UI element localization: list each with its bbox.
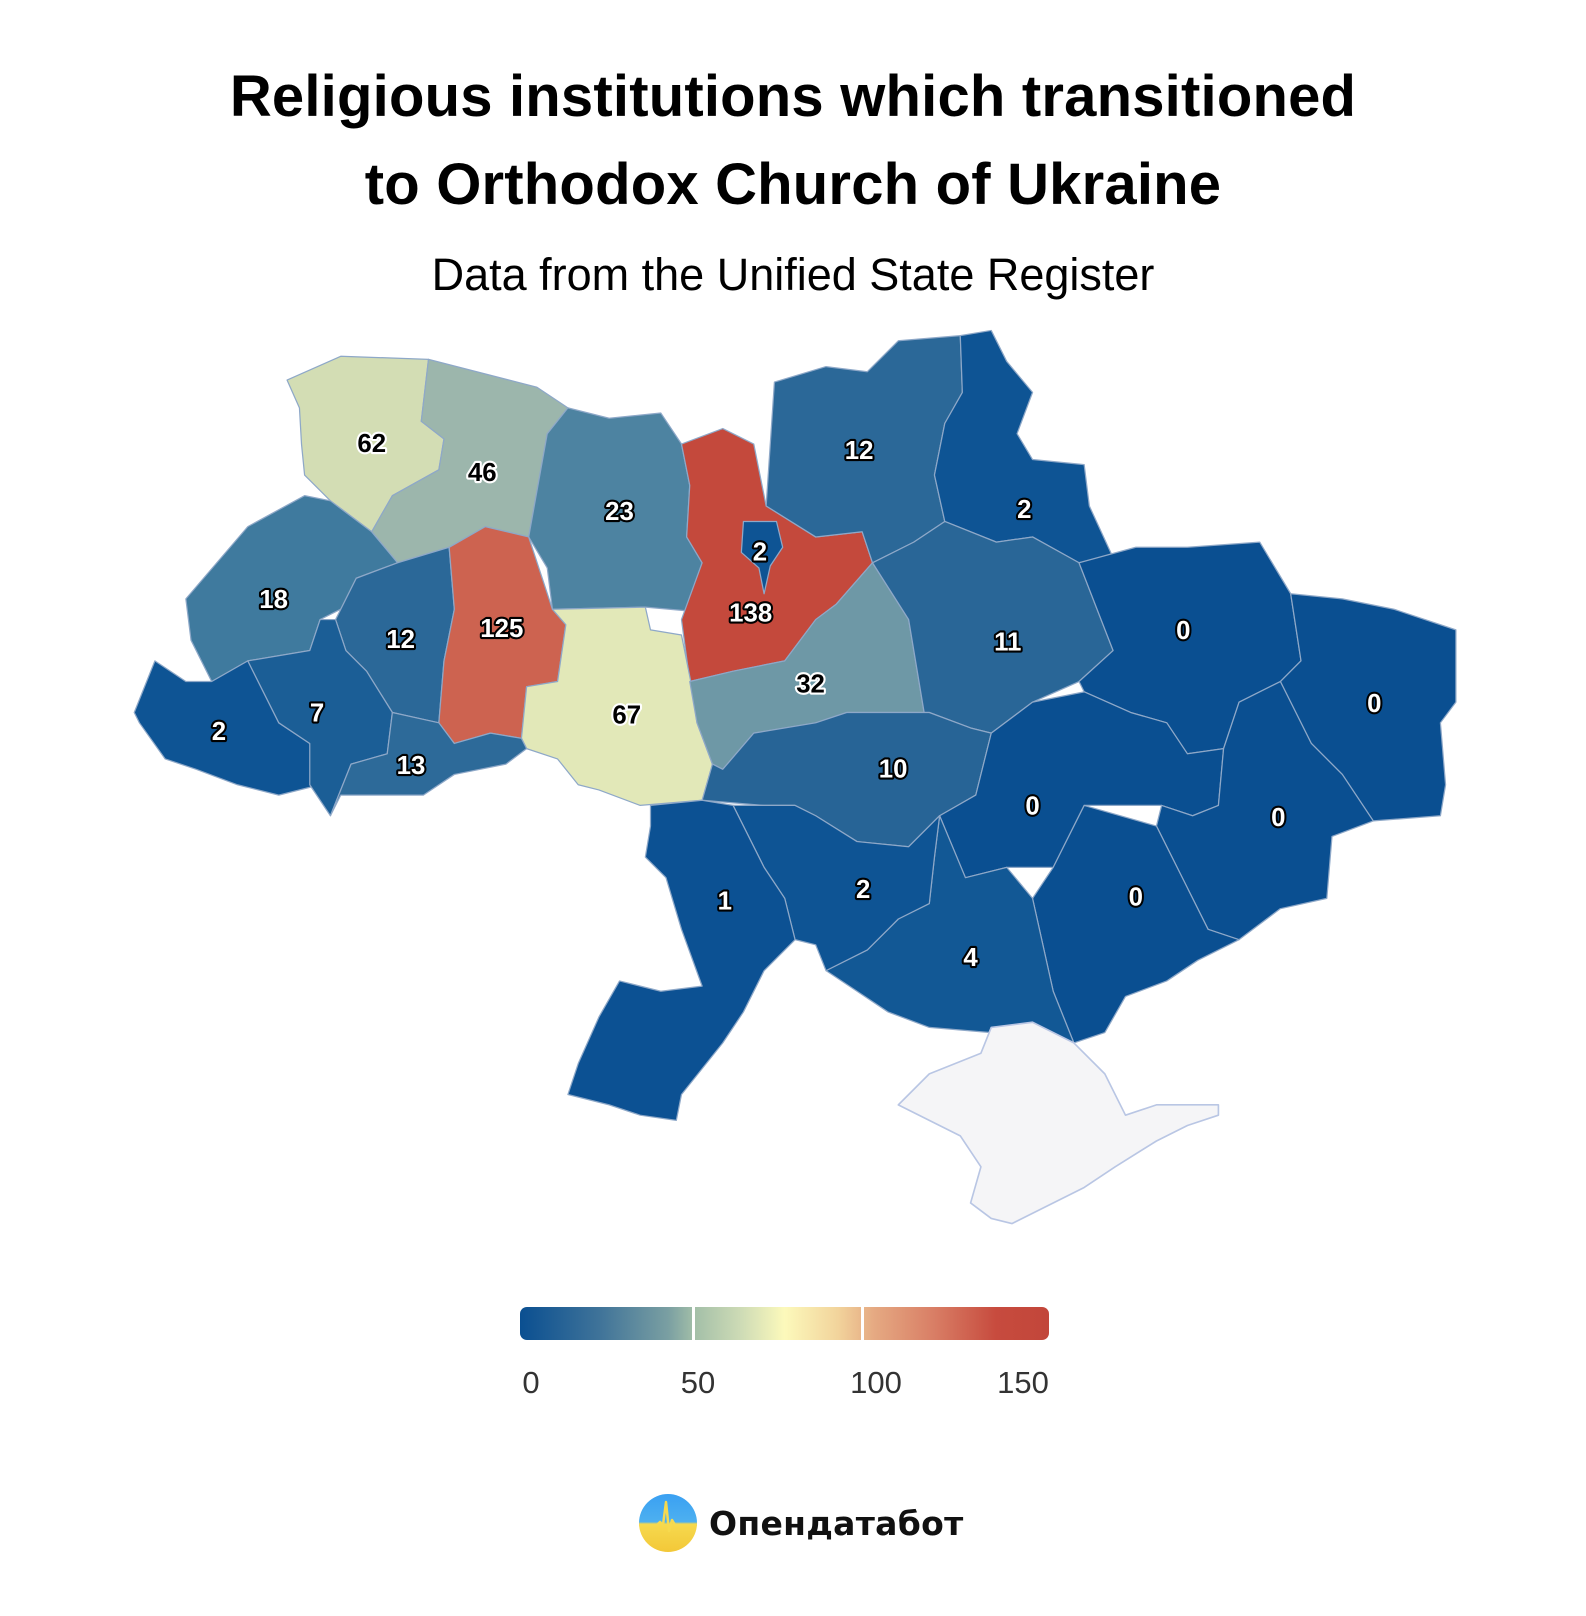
region-value-sumy: 2 <box>1017 496 1031 524</box>
region-value-zakarpattia: 2 <box>212 718 226 746</box>
region-kyiv-city <box>740 520 784 595</box>
brand-name: Опендатабот <box>709 1503 964 1543</box>
region-value-odesa: 1 <box>718 887 732 915</box>
color-scale-legend <box>520 1307 1049 1340</box>
region-value-dnipropetrovsk: 0 <box>1025 792 1039 820</box>
legend-tick-150: 150 <box>997 1365 1049 1400</box>
map-regions <box>133 329 1457 1225</box>
region-value-lviv: 18 <box>259 586 288 614</box>
brand-logo: Опендатабот <box>639 1493 964 1553</box>
region-value-kyiv-city: 2 <box>753 538 767 566</box>
region-value-ivano-frankivsk: 7 <box>310 700 324 728</box>
region-value-zaporizhzhia: 0 <box>1129 883 1143 911</box>
region-value-ternopil: 12 <box>386 626 415 654</box>
chart-title-line-1: Religious institutions which transitione… <box>229 64 1357 129</box>
region-value-chernivtsi: 13 <box>397 752 426 780</box>
region-vinnytsia <box>520 606 714 807</box>
region-donetsk <box>1155 680 1374 941</box>
region-value-vinnytsia: 67 <box>612 702 641 730</box>
chart-subtitle: Data from the Unified State Register <box>431 249 1155 300</box>
region-value-cherkasy: 32 <box>796 671 825 699</box>
legend-tick-0: 0 <box>522 1365 540 1400</box>
region-chernivtsi <box>329 711 528 817</box>
chart-title-line-2: to Orthodox Church of Ukraine <box>364 152 1222 217</box>
region-value-kherson: 4 <box>963 944 978 972</box>
legend-tick-50: 50 <box>680 1365 716 1400</box>
region-crimea <box>897 1021 1220 1225</box>
legend-tick-100: 100 <box>850 1365 902 1400</box>
region-value-mykolaiv: 2 <box>856 876 870 904</box>
region-value-kyiv-oblast: 138 <box>729 599 772 627</box>
region-value-luhansk: 0 <box>1367 690 1381 718</box>
region-value-volyn: 62 <box>357 430 386 458</box>
region-value-zhytomyr: 23 <box>605 498 634 526</box>
region-value-rivne: 46 <box>468 459 497 487</box>
legend-divider-100 <box>861 1307 864 1340</box>
region-value-kharkiv: 0 <box>1176 617 1190 645</box>
region-value-kirovohrad: 10 <box>879 755 908 783</box>
region-value-donetsk: 0 <box>1271 804 1285 832</box>
opendatabot-logo-icon <box>639 1494 697 1552</box>
legend-divider-50 <box>692 1307 695 1340</box>
region-value-khmelnytskyi: 125 <box>480 615 523 643</box>
region-value-poltava: 11 <box>994 628 1021 656</box>
region-odesa <box>567 799 796 1121</box>
region-value-chernihiv: 12 <box>845 437 874 465</box>
